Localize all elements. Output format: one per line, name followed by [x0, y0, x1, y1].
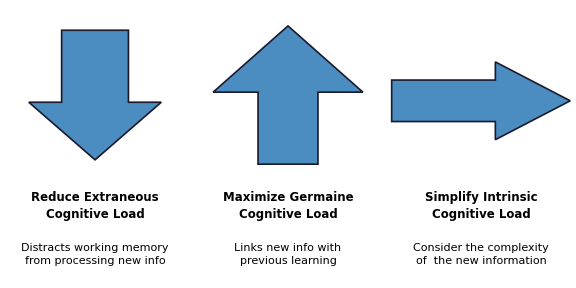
- Polygon shape: [29, 30, 161, 160]
- Polygon shape: [213, 26, 363, 164]
- Text: Distracts working memory
from processing new info: Distracts working memory from processing…: [21, 243, 169, 266]
- Text: Simplify Intrinsic
Cognitive Load: Simplify Intrinsic Cognitive Load: [425, 191, 537, 221]
- Polygon shape: [392, 62, 570, 140]
- Text: Maximize Germaine
Cognitive Load: Maximize Germaine Cognitive Load: [223, 191, 353, 221]
- Text: Reduce Extraneous
Cognitive Load: Reduce Extraneous Cognitive Load: [31, 191, 159, 221]
- Text: Consider the complexity
of  the new information: Consider the complexity of the new infor…: [413, 243, 549, 266]
- Text: Links new info with
previous learning: Links new info with previous learning: [234, 243, 342, 266]
